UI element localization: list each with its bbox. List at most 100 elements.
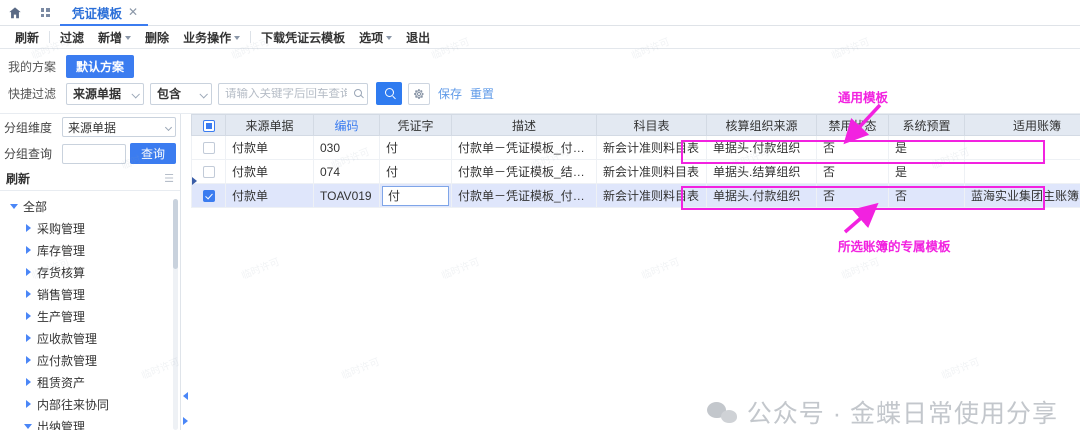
- annotation-general-template: 通用模板: [838, 91, 889, 105]
- row-checkbox-cell[interactable]: [191, 183, 226, 208]
- header-voucherword[interactable]: 凭证字: [379, 114, 452, 136]
- tab-voucher-template[interactable]: 凭证模板 ✕: [60, 0, 149, 26]
- tree-scrollbar[interactable]: [173, 199, 178, 430]
- cell-voucherword[interactable]: 付: [379, 183, 452, 208]
- more-menu-icon[interactable]: ☰: [164, 173, 174, 185]
- tree-node-sales[interactable]: 销售管理: [0, 283, 180, 305]
- cell-code[interactable]: 074: [313, 159, 380, 184]
- header-ledger[interactable]: 适用账簿: [964, 114, 1080, 136]
- row-checkbox[interactable]: [202, 166, 215, 179]
- tree-node-label: 内部往来协同: [37, 397, 110, 412]
- voucherword-edit-input[interactable]: 付: [382, 185, 449, 206]
- settings-gear-button[interactable]: [408, 82, 430, 105]
- chevron-right-icon[interactable]: [22, 312, 34, 320]
- row-checkbox-cell[interactable]: [191, 135, 226, 160]
- tree-node-label: 存货核算: [37, 265, 86, 280]
- chevron-down-icon: [234, 36, 241, 40]
- header-code[interactable]: 编码: [313, 114, 380, 136]
- tree-node-production[interactable]: 生产管理: [0, 305, 180, 327]
- filter-field-select[interactable]: 来源单据: [66, 82, 144, 105]
- header-orgsource[interactable]: 核算组织来源: [706, 114, 817, 136]
- toolbar-exit[interactable]: 退出: [399, 29, 437, 46]
- expand-right-icon[interactable]: [183, 417, 188, 425]
- toolbar-divider: [250, 31, 252, 43]
- toolbar-add[interactable]: 新增: [91, 29, 138, 46]
- toolbar-business-op[interactable]: 业务操作: [176, 29, 247, 46]
- search-icon: [385, 88, 394, 97]
- toolbar-filter-label: 过滤: [60, 30, 85, 45]
- tree-node-label: 租赁资产: [37, 375, 86, 390]
- main-toolbar: 刷新 过滤 新增 删除 业务操作 下载凭证云模板 选项 退出: [0, 26, 1080, 49]
- header-subject[interactable]: 科目表: [596, 114, 707, 136]
- table-row[interactable]: 付款单 TOAV019 付 付款单－凭证模板_付款组织 新会计准则料目表 单据头…: [191, 183, 1080, 208]
- group-query-button[interactable]: 查询: [129, 143, 176, 164]
- toolbar-options[interactable]: 选项: [352, 29, 399, 46]
- header-source[interactable]: 来源单据: [225, 114, 314, 136]
- header-desc[interactable]: 描述: [451, 114, 597, 136]
- sidebar-refresh-label[interactable]: 刷新: [6, 172, 31, 186]
- tree-node-inventory[interactable]: 库存管理: [0, 239, 180, 261]
- close-icon[interactable]: ✕: [128, 5, 139, 19]
- cell-subject: 新会计准则料目表: [596, 159, 707, 184]
- toolbar-filter[interactable]: 过滤: [53, 29, 91, 46]
- cell-ledger: [964, 159, 1080, 184]
- quick-filter-row: 快捷过滤 来源单据 包含 保存 重: [8, 82, 1080, 105]
- chevron-right-icon[interactable]: [22, 290, 34, 298]
- toolbar-divider: [49, 31, 51, 43]
- select-all-checkbox[interactable]: [202, 119, 215, 132]
- tree-node-intercompany[interactable]: 内部往来协同: [0, 393, 180, 415]
- row-checkbox[interactable]: [202, 142, 215, 155]
- cell-code[interactable]: TOAV019: [313, 183, 380, 208]
- cell-source: 付款单: [225, 135, 314, 160]
- tree-node-stock-accounting[interactable]: 存货核算: [0, 261, 180, 283]
- cell-orgsource: 单据头.付款组织: [706, 183, 817, 208]
- cell-source: 付款单: [225, 183, 314, 208]
- row-checkbox[interactable]: [202, 190, 215, 203]
- search-input[interactable]: [225, 87, 347, 100]
- chevron-right-icon[interactable]: [22, 246, 34, 254]
- tab-label: 凭证模板: [72, 6, 123, 21]
- chevron-right-icon[interactable]: [22, 378, 34, 386]
- group-dimension-select[interactable]: 来源单据: [62, 117, 176, 137]
- toolbar-delete[interactable]: 删除: [138, 29, 176, 46]
- cell-preset: 是: [888, 159, 965, 184]
- cell-code[interactable]: 030: [313, 135, 380, 160]
- group-query-input[interactable]: [62, 143, 126, 164]
- chevron-right-icon[interactable]: [22, 356, 34, 364]
- cell-disabled: 否: [816, 135, 889, 160]
- toolbar-download-template-label: 下载凭证云模板: [261, 30, 346, 45]
- filter-operator-select[interactable]: 包含: [150, 82, 212, 105]
- chevron-right-icon[interactable]: [22, 400, 34, 408]
- toolbar-refresh[interactable]: 刷新: [8, 29, 46, 46]
- table-row[interactable]: 付款单 030 付 付款单－凭证模板_付款组织 新会计准则料目表 单据头.付款组…: [191, 135, 1080, 160]
- toolbar-download-template[interactable]: 下载凭证云模板: [254, 29, 352, 46]
- reset-filter-link[interactable]: 重置: [470, 87, 495, 101]
- tree-node-payables[interactable]: 应付款管理: [0, 349, 180, 371]
- chevron-down-icon[interactable]: [8, 203, 20, 209]
- search-button[interactable]: [376, 82, 402, 105]
- tree-node-leased-assets[interactable]: 租赁资产: [0, 371, 180, 393]
- toolbar-delete-label: 删除: [145, 30, 170, 45]
- chevron-down-icon: [386, 36, 393, 40]
- toolbar-options-label: 选项: [359, 30, 384, 45]
- chevron-right-icon[interactable]: [22, 224, 34, 232]
- chevron-right-icon[interactable]: [22, 268, 34, 276]
- header-preset[interactable]: 系统预置: [888, 114, 965, 136]
- body-split: 分组维度 来源单据 分组查询 查询 刷新 ☰ 全部: [0, 114, 1080, 438]
- search-icon: [354, 88, 362, 97]
- header-disabled[interactable]: 禁用状态: [816, 114, 889, 136]
- home-icon[interactable]: [0, 0, 30, 25]
- chevron-right-icon[interactable]: [22, 334, 34, 342]
- toolbar-refresh-label: 刷新: [15, 30, 40, 45]
- tree-node-all[interactable]: 全部: [0, 195, 180, 217]
- header-select-all[interactable]: [191, 114, 226, 136]
- tree-node-receivables[interactable]: 应收款管理: [0, 327, 180, 349]
- keyword-search-box[interactable]: [218, 82, 368, 105]
- table-row[interactable]: 付款单 074 付 付款单－凭证模板_结算组织 新会计准则料目表 单据头.结算组…: [191, 159, 1080, 184]
- save-filter-link[interactable]: 保存: [438, 87, 463, 101]
- chevron-down-icon[interactable]: [22, 423, 34, 429]
- collapse-left-icon[interactable]: [183, 392, 188, 400]
- default-scheme-button[interactable]: 默认方案: [66, 55, 135, 78]
- tree-node-purchase[interactable]: 采购管理: [0, 217, 180, 239]
- apps-grid-icon[interactable]: [30, 0, 60, 25]
